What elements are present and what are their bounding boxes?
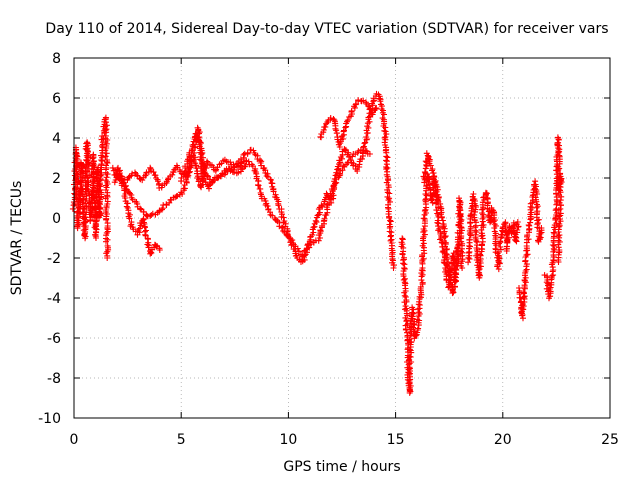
y-tick-labels: -10 -8 -6 -4 -2 0 2 4 6 8 (38, 51, 61, 427)
series-point-markers (398, 171, 466, 396)
y-tick-label: -10 (38, 411, 61, 427)
x-tick-label: 20 (494, 432, 512, 448)
x-tick-label: 5 (177, 432, 186, 448)
grid-lines (74, 58, 610, 418)
x-axis-label: GPS time / hours (283, 459, 400, 475)
series-point-markers (541, 134, 565, 302)
series-point-markers (317, 97, 380, 150)
y-axis-label: SDTVAR / TECUs (9, 181, 25, 296)
series-point-markers (465, 189, 522, 281)
series-point-markers (516, 178, 545, 322)
x-tick-label: 0 (70, 432, 79, 448)
x-tick-label: 25 (601, 432, 619, 448)
y-tick-label: 2 (52, 171, 61, 187)
y-tick-label: -4 (47, 291, 61, 307)
data-points (69, 90, 565, 396)
axis-ticks (73, 57, 611, 419)
series-point-markers (69, 114, 112, 261)
plot-frame (73, 57, 611, 419)
x-tick-label: 15 (387, 432, 405, 448)
y-tick-label: 8 (52, 51, 61, 67)
y-tick-label: 6 (52, 91, 61, 107)
series-point-markers (178, 130, 249, 186)
x-tick-label: 10 (279, 432, 297, 448)
series-point-markers (109, 90, 397, 271)
y-tick-label: -8 (47, 371, 61, 387)
y-tick-label: -2 (47, 251, 61, 267)
chart-title: Day 110 of 2014, Sidereal Day-to-day VTE… (45, 21, 608, 37)
y-tick-label: -6 (47, 331, 61, 347)
series-point-markers (420, 150, 462, 297)
x-tick-labels: 0 5 10 15 20 25 (70, 432, 619, 448)
y-tick-label: 0 (52, 211, 61, 227)
y-tick-label: 4 (52, 131, 61, 147)
